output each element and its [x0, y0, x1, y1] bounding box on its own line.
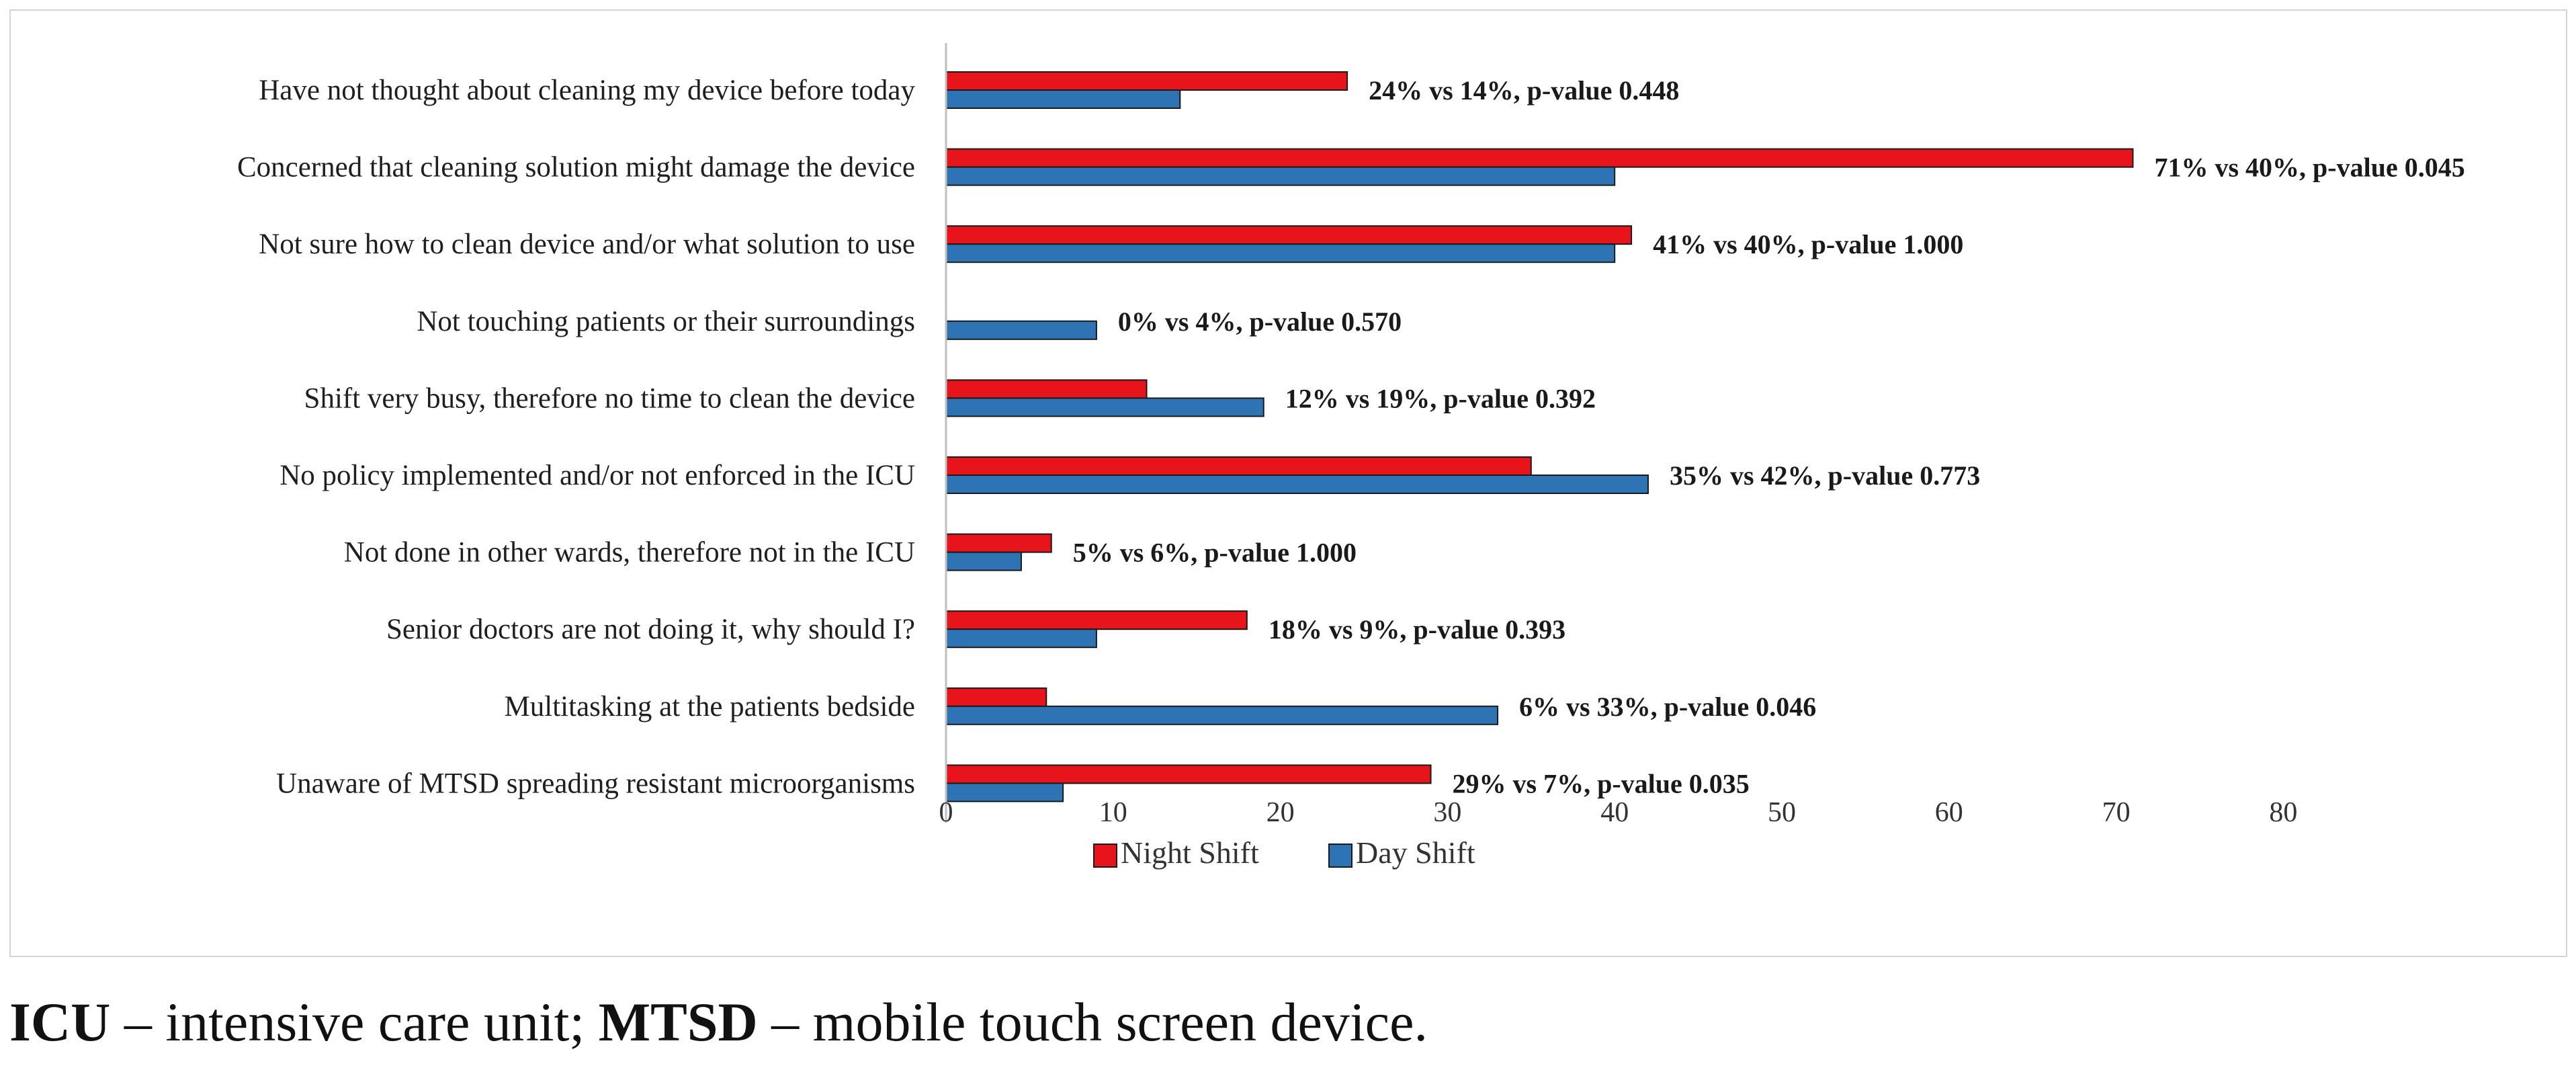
footnote: ICU – intensive care unit; MTSD – mobile…	[9, 995, 1428, 1050]
category-label: Have not thought about cleaning my devic…	[259, 75, 915, 106]
category-label: Concerned that cleaning solution might d…	[237, 152, 915, 183]
x-tick-label: 80	[2269, 797, 2297, 828]
day-shift-bar	[945, 320, 1097, 340]
day-shift-bar	[945, 705, 1499, 725]
annotations: 24% vs 14%, p-value 0.448 71% vs 40%, p-v…	[1073, 75, 2465, 798]
bars	[945, 71, 2134, 803]
x-tick-label: 0	[939, 797, 953, 828]
footnote-term-mtsd: MTSD	[598, 991, 758, 1053]
legend-label-night-shift: Night Shift	[1121, 835, 1259, 870]
category-label: No policy implemented and/or not enforce…	[280, 460, 915, 491]
footnote-term-icu: ICU	[9, 991, 111, 1053]
day-shift-bar	[945, 782, 1064, 803]
day-shift-bar	[945, 166, 1616, 186]
x-tick-label: 30	[1433, 797, 1461, 828]
annotation-label: 12% vs 19%, p-value 0.392	[1285, 383, 1596, 413]
day-shift-bar	[945, 551, 1022, 571]
night-shift-bar	[945, 148, 2134, 168]
x-tick-label: 40	[1600, 797, 1629, 828]
night-shift-bar	[945, 456, 1532, 476]
annotation-label: 5% vs 6%, p-value 1.000	[1073, 538, 1357, 568]
night-shift-bar	[945, 610, 1248, 630]
legend-label-day-shift: Day Shift	[1356, 835, 1475, 870]
category-label: Unaware of MTSD spreading resistant micr…	[276, 768, 915, 799]
x-tick-label: 60	[1935, 797, 1963, 828]
annotation-label: 0% vs 4%, p-value 0.570	[1118, 306, 1402, 337]
x-tick-label: 70	[2102, 797, 2131, 828]
legend-swatch-night-shift	[1093, 844, 1117, 868]
x-tick-label: 50	[1768, 797, 1796, 828]
annotation-label: 18% vs 9%, p-value 0.393	[1269, 614, 1565, 645]
chart-frame: Have not thought about cleaning my devic…	[9, 9, 2567, 957]
night-shift-bar	[945, 687, 1047, 707]
night-shift-bar	[945, 71, 1348, 91]
day-shift-bar	[945, 397, 1264, 417]
footnote-def-mtsd: – mobile touch screen device.	[757, 991, 1428, 1053]
x-tick-label: 10	[1099, 797, 1127, 828]
annotation-label: 41% vs 40%, p-value 1.000	[1653, 229, 1963, 259]
legend-swatch-day-shift	[1328, 844, 1353, 868]
bar-chart: Have not thought about cleaning my devic…	[237, 43, 2465, 870]
category-label: Not touching patients or their surroundi…	[417, 306, 915, 337]
category-label: Not done in other wards, therefore not i…	[344, 537, 915, 569]
x-axis-tick-labels: 0 10 20 30 40 50 60 70 80	[939, 797, 2298, 828]
night-shift-bar	[945, 764, 1432, 784]
category-label: Senior doctors are not doing it, why sho…	[386, 614, 915, 645]
day-shift-bar	[945, 628, 1097, 649]
category-label: Shift very busy, therefore no time to cl…	[304, 382, 915, 414]
day-shift-bar	[945, 475, 1649, 494]
category-labels: Have not thought about cleaning my devic…	[237, 75, 915, 799]
legend: Night Shift Day Shift	[1093, 835, 1475, 870]
annotation-label: 35% vs 42%, p-value 0.773	[1670, 460, 1980, 491]
annotation-label: 24% vs 14%, p-value 0.448	[1369, 75, 1679, 106]
night-shift-bar	[945, 533, 1052, 553]
night-shift-bar	[945, 225, 1633, 245]
x-tick-label: 20	[1266, 797, 1295, 828]
annotation-label: 71% vs 40%, p-value 0.045	[2154, 153, 2464, 183]
annotation-label: 29% vs 7%, p-value 0.035	[1453, 768, 1750, 798]
category-label: Not sure how to clean device and/or what…	[259, 229, 915, 260]
footnote-def-icu: – intensive care unit;	[110, 991, 599, 1053]
annotation-label: 6% vs 33%, p-value 0.046	[1519, 692, 1816, 722]
category-label: Multitasking at the patients bedside	[505, 691, 915, 723]
day-shift-bar	[945, 243, 1616, 263]
night-shift-bar	[945, 379, 1148, 399]
day-shift-bar	[945, 89, 1181, 109]
